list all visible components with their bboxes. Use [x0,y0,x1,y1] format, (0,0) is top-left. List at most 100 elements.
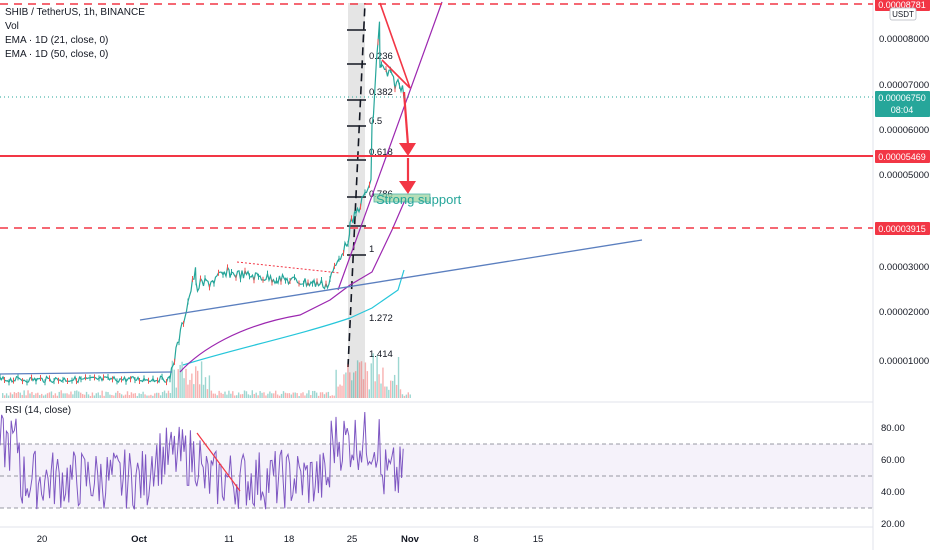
volume-bar [271,393,273,398]
volume-bar [353,372,355,398]
wedge-lines [379,2,411,89]
volume-bar [165,393,168,398]
volume-bar [204,377,207,398]
volume-bar [142,391,144,398]
volume-bar [392,380,394,398]
symbol-title[interactable]: SHIB / TetherUS, 1h, BINANCE [5,7,145,18]
volume-bar [374,381,376,398]
volume-bar [173,369,175,398]
volume-bar [144,394,146,398]
price-tag-label: 0.00005469 [878,152,926,162]
volume-bar [339,384,341,398]
volume-bar [169,393,172,398]
volume-bar [29,393,31,398]
volume-bar [298,395,300,398]
price-tag-label: 0.00008781 [878,0,926,10]
volume-bar [206,389,209,398]
volume-bar [95,393,97,398]
volume-bar [91,392,94,398]
volume-bar [113,395,115,398]
volume-bar [58,391,60,398]
volume-bar [83,394,86,398]
volume-bar [364,362,367,398]
volume-bar [31,391,33,398]
volume-bar [255,392,257,398]
price-tag-label: 0.00006750 [878,93,926,103]
volume-bar [185,368,187,398]
volume-bar [314,390,316,398]
volume-bar [405,394,408,398]
volume-bar [230,393,232,398]
volume-bar [87,394,90,398]
volume-bar [407,392,409,398]
time-axis-tick: 20 [37,534,48,545]
fib-level-label: 1 [369,244,374,255]
rsi-axis-tick: 20.00 [881,519,905,530]
volume-bar [7,395,10,398]
volume-bar [302,392,304,398]
volume-bar [130,392,133,398]
volume-bar [296,393,298,398]
volume-bar [152,395,154,398]
fib-level-label: 0.618 [369,147,393,158]
volume-bar [25,395,27,398]
volume-bar [243,390,246,398]
volume-bar [41,393,43,398]
volume-bar [138,393,140,398]
volume-bar [222,393,224,398]
volume-bar [187,384,189,398]
fib-level-label: 0.236 [369,51,393,62]
ema21-indicator-label[interactable]: EMA · 1D (21, close, 0) [5,35,109,46]
volume-bar [395,384,398,398]
volume-bar [72,394,74,398]
volume-bar [68,394,70,398]
volume-bar [315,392,318,398]
fib-level-label: 1.272 [369,313,393,324]
volume-bar [19,392,21,398]
volume-bar [109,394,111,398]
volume-bar [257,395,259,398]
volume-bar [124,394,127,398]
volume-bar [171,360,174,398]
volume-bar [161,392,164,398]
volume-bar [177,369,179,398]
volume-bar [347,364,349,398]
volume-bar [167,390,170,398]
volume-bar [403,395,406,398]
volume-bar [378,374,380,398]
rsi-indicator-label[interactable]: RSI (14, close) [5,405,72,416]
fib-level-label: 0.5 [369,116,382,127]
volume-bar [360,361,363,398]
volume-bar [335,369,337,398]
support-annotation: Strong support [376,192,462,207]
price-axis-tick: 0.00005000 [879,170,929,181]
volume-bar [399,389,402,398]
volume-bar [21,394,23,398]
volume-bar [397,356,400,398]
volume-bar [70,391,72,398]
volume-bar [321,392,324,398]
volume-bar [226,394,228,398]
fib-level-label: 1.414 [369,349,393,360]
volume-bar [154,393,156,398]
ema50-indicator-label[interactable]: EMA · 1D (50, close, 0) [5,49,109,60]
time-axis-tick: Nov [401,534,420,545]
resistance-dotted-line [236,261,341,274]
time-axis-tick: 11 [224,534,234,545]
volume-bar [64,393,66,398]
time-axis-tick: 15 [533,534,544,545]
volume-bar [214,393,216,398]
volume-bar [3,395,6,398]
volume-bar [159,395,162,398]
volume-bar [220,392,222,398]
volume-bar [46,393,49,398]
volume-bar [117,390,119,398]
volume-bar [66,393,68,398]
volume-bar [236,395,238,398]
volume-bar [78,391,80,398]
vol-indicator-label[interactable]: Vol [5,21,19,32]
volume-bar [218,390,220,398]
volume-bar [136,395,138,398]
volume-bar [372,353,374,398]
